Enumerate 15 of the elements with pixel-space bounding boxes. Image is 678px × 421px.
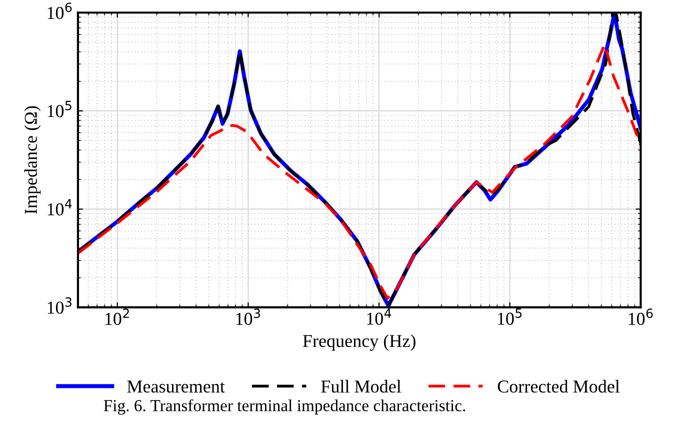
legend-label: Full Model (321, 380, 402, 393)
y-axis-title: Impedance (Ω) (24, 106, 41, 214)
x-tick-label: 10$^{5}$ (498, 308, 522, 325)
x-tick-label: 10$^{4}$ (367, 308, 392, 325)
y-tick-label: 10$^{6}$ (48, 2, 72, 20)
x-tick-label: 10$^{6}$ (628, 308, 653, 325)
x-tick-label: 10$^{3}$ (236, 308, 260, 325)
legend-label: Measurement (127, 380, 225, 393)
y-tick-label: 10$^{3}$ (48, 297, 72, 314)
x-tick-label: 10$^{2}$ (105, 308, 129, 325)
y-tick-label: 10$^{5}$ (48, 100, 72, 118)
y-tick-label: 10$^{4}$ (48, 199, 72, 216)
caption: Fig. 6. Transformer terminal impedance characteristic. (104, 399, 466, 415)
x-axis-title: Frequency (Hz) (302, 334, 416, 351)
legend-label: Corrected Model (498, 380, 620, 393)
